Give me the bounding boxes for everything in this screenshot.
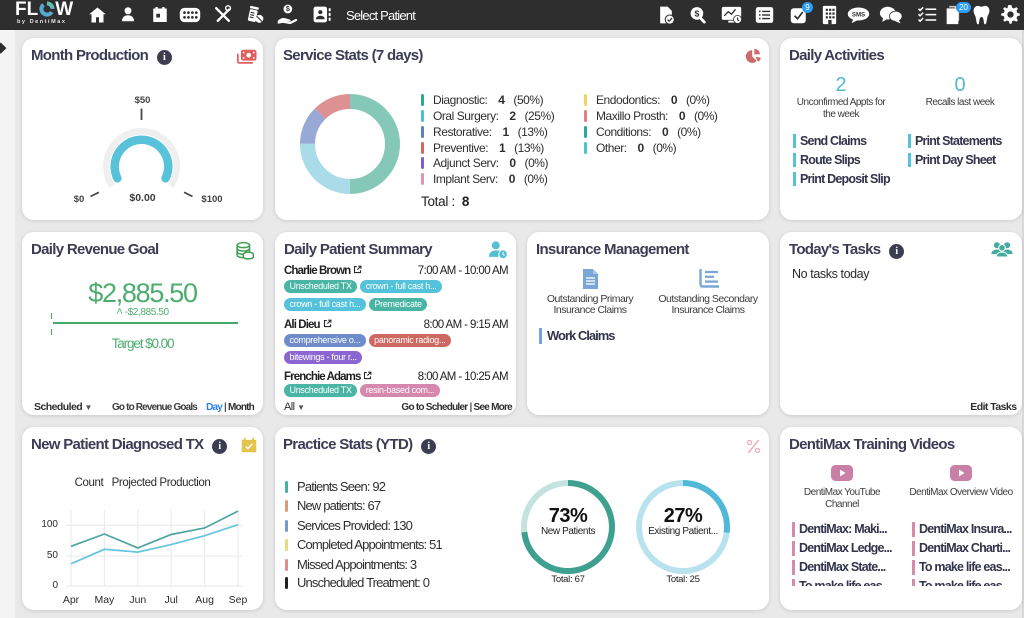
svg-text:$: $ [694,8,699,18]
svg-text:$: $ [286,5,290,13]
svg-text:SMS: SMS [852,11,865,18]
